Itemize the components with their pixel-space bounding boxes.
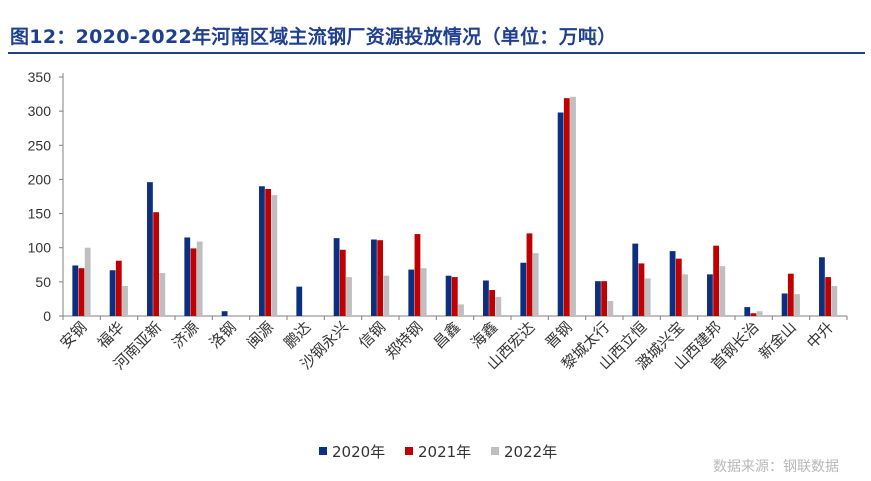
x-tick-label: 新金山 (755, 318, 800, 363)
bar (638, 263, 645, 316)
legend-label: 2021年 (418, 443, 471, 461)
legend-label: 2022年 (504, 443, 557, 461)
bar (346, 277, 352, 316)
x-tick-label: 郑特钢 (382, 318, 427, 363)
bar (489, 290, 496, 316)
bar (184, 237, 191, 316)
bar (333, 238, 340, 316)
bar (190, 248, 197, 316)
bar (563, 98, 570, 316)
source-note: 数据来源：钢联数据 (713, 459, 839, 475)
bar (371, 239, 377, 316)
bar (526, 233, 533, 316)
bar (84, 247, 91, 316)
bar (819, 257, 825, 316)
bar (339, 249, 346, 316)
bar (458, 304, 464, 316)
bar (483, 280, 489, 316)
bar (445, 275, 452, 316)
bar (744, 307, 751, 316)
bar (420, 268, 427, 316)
bar (682, 274, 688, 316)
y-tick-label: 50 (35, 274, 51, 290)
bar (221, 311, 228, 316)
bar (451, 277, 458, 316)
chart-title: 图12：2020-2022年河南区域主流钢厂资源投放情况（单位：万吨） (10, 26, 617, 48)
y-tick-label: 350 (28, 69, 52, 85)
legend-swatch (491, 447, 499, 455)
x-tick-label: 闽源 (243, 318, 277, 352)
bar (296, 286, 303, 316)
title-underline (8, 52, 865, 54)
bar (831, 285, 838, 316)
bar (794, 294, 800, 316)
x-tick-label: 洛钢 (206, 318, 240, 352)
bar (259, 186, 265, 316)
bar (147, 182, 153, 316)
bar (601, 281, 608, 316)
bar (713, 245, 720, 316)
bar (607, 300, 614, 316)
bar (153, 212, 160, 316)
bar (750, 313, 757, 316)
bar (377, 240, 384, 316)
bar (675, 258, 682, 316)
legend-label: 2020年 (332, 443, 385, 461)
y-tick-label: 0 (43, 308, 51, 324)
bar (196, 241, 203, 316)
y-tick-label: 300 (28, 103, 52, 119)
bar (570, 96, 576, 316)
bar (109, 270, 116, 316)
bar (532, 253, 539, 316)
bar (72, 265, 79, 316)
bar (520, 262, 527, 316)
bar (756, 311, 763, 316)
legend-swatch (405, 447, 413, 455)
bars (72, 96, 838, 316)
bar (414, 234, 421, 316)
bar (707, 274, 713, 316)
bar (719, 266, 726, 316)
bar (265, 188, 272, 316)
bar (595, 281, 601, 316)
bar (557, 112, 564, 316)
bar (781, 293, 788, 316)
bar (78, 268, 85, 316)
bar (787, 273, 794, 316)
bar (632, 243, 639, 316)
x-tick-label: 安钢 (57, 318, 91, 352)
bar (115, 260, 122, 316)
legend: 2020年 2021年 2022年 (319, 443, 557, 461)
legend-swatch (319, 447, 327, 455)
y-tick-label: 150 (28, 206, 52, 222)
x-tick-label: 济源 (169, 318, 203, 352)
bar (271, 195, 278, 316)
bar (495, 296, 502, 316)
bar (669, 251, 676, 316)
bar (383, 275, 390, 316)
bar (408, 269, 415, 316)
bar (122, 285, 128, 316)
bar (825, 277, 832, 316)
x-tick-label: 中升 (803, 318, 837, 352)
bar (644, 278, 651, 316)
y-tick-label: 200 (28, 171, 52, 187)
bar (159, 272, 166, 316)
x-tick-label: 昌鑫 (430, 318, 464, 352)
y-tick-label: 250 (28, 137, 52, 153)
y-tick-label: 100 (28, 240, 52, 256)
